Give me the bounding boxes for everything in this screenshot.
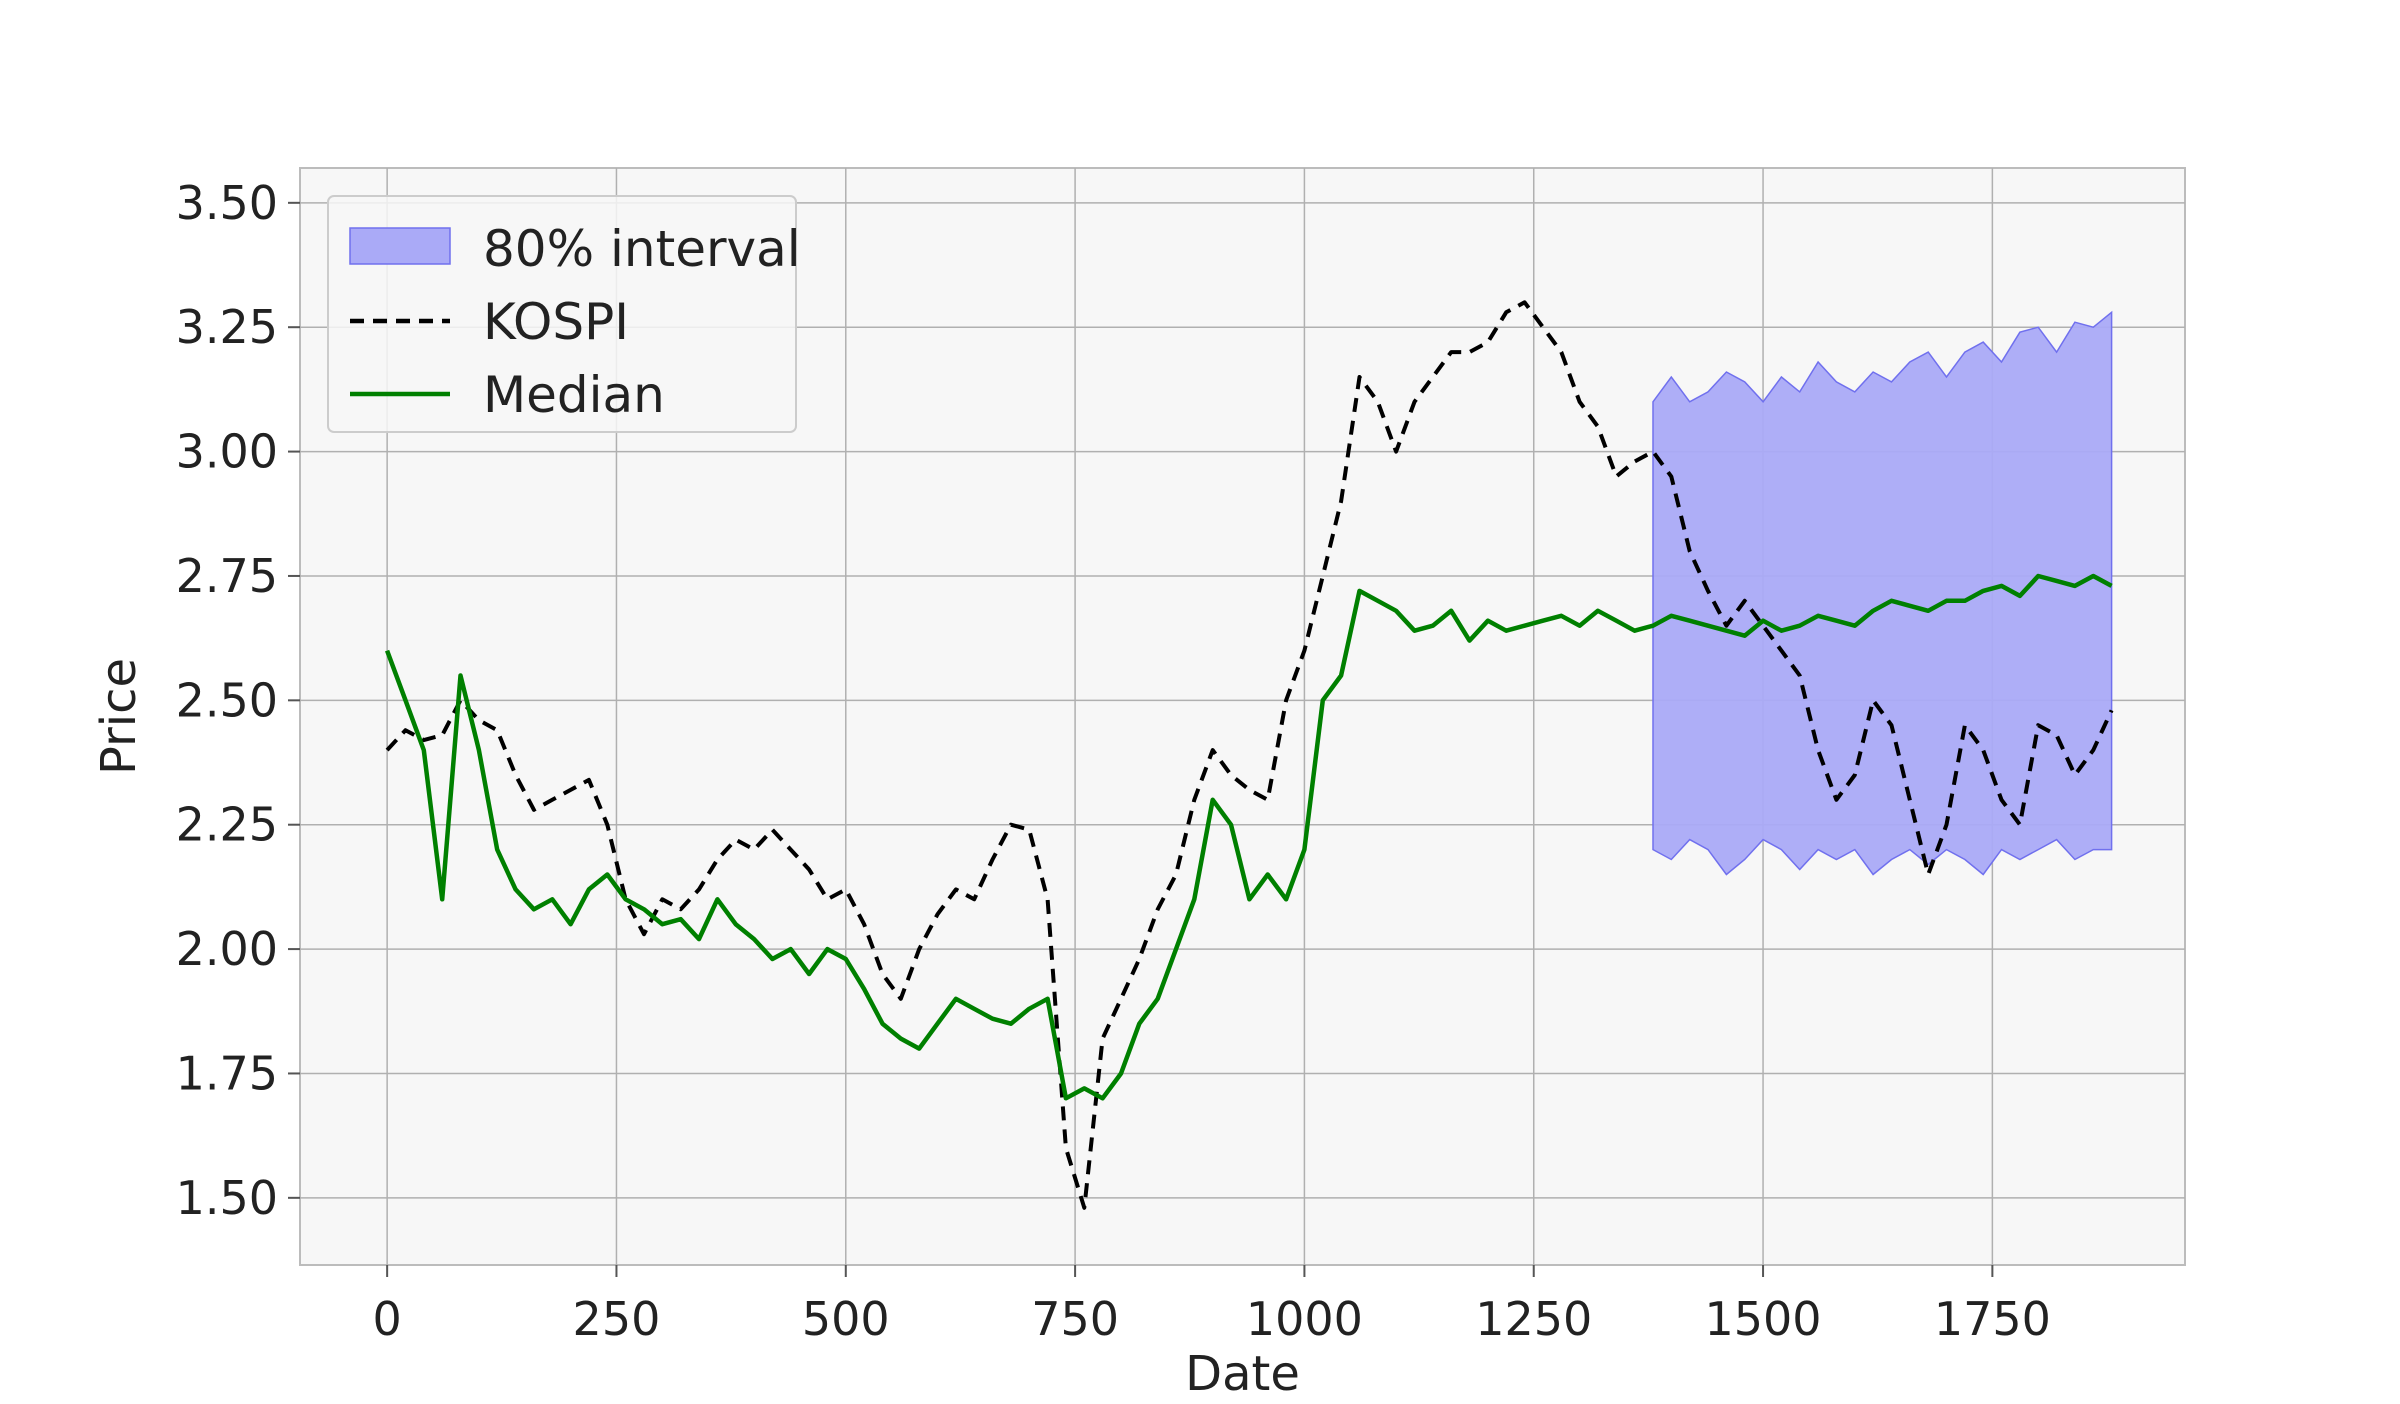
median-line	[384, 573, 2113, 1101]
y-tick-label: 3.50	[176, 176, 278, 230]
x-tick-label: 500	[802, 1292, 890, 1346]
x-tick-label: 250	[573, 1292, 661, 1346]
x-tick-label: 750	[1031, 1292, 1119, 1346]
legend-label-kospi: KOSPI	[483, 293, 629, 351]
interval-band	[1652, 310, 2113, 876]
y-tick-label: 2.25	[176, 798, 278, 852]
legend-swatch-interval	[349, 227, 451, 265]
x-axis-label: Date	[1185, 1346, 1300, 1400]
legend-label-median: Median	[483, 366, 665, 424]
y-tick-label: 3.25	[176, 300, 278, 354]
x-axis: 0 250 500 750 1000 1250 1500 1750	[373, 1265, 2051, 1346]
y-tick-label: 2.50	[176, 673, 278, 727]
x-tick-label: 1750	[1934, 1292, 2051, 1346]
y-tick-label: 3.00	[176, 425, 278, 479]
interval-layer	[1652, 310, 2113, 876]
y-tick-label: 1.75	[176, 1046, 278, 1100]
y-axis: 1.50 1.75 2.00 2.25 2.50 2.75 3.00 3.25 3.50	[176, 176, 300, 1225]
x-tick-label: 1250	[1475, 1292, 1592, 1346]
y-tick-label: 1.50	[176, 1171, 278, 1225]
y-axis-label: Price	[91, 658, 147, 775]
x-tick-label: 1000	[1246, 1292, 1363, 1346]
x-tick-label: 0	[373, 1292, 402, 1346]
y-tick-label: 2.00	[176, 922, 278, 976]
y-tick-label: 2.75	[176, 549, 278, 603]
legend-label-interval: 80% interval	[483, 220, 801, 278]
x-tick-label: 1500	[1705, 1292, 1822, 1346]
legend: 80% interval KOSPI Median	[327, 195, 801, 433]
series-layer	[384, 300, 2114, 1210]
